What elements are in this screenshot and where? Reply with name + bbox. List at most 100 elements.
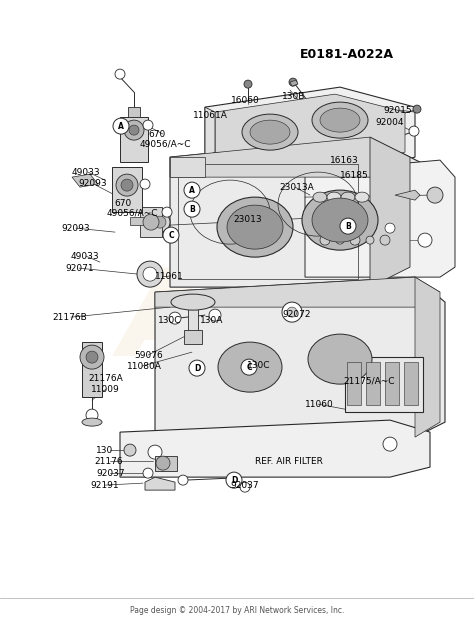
Polygon shape	[215, 94, 405, 170]
Circle shape	[350, 235, 360, 245]
Text: 92037: 92037	[96, 469, 125, 478]
Circle shape	[366, 236, 374, 244]
Polygon shape	[205, 87, 415, 177]
Circle shape	[413, 105, 421, 113]
Text: A: A	[118, 121, 124, 131]
Circle shape	[137, 261, 163, 287]
Text: D: D	[194, 363, 200, 373]
Circle shape	[162, 207, 172, 217]
Text: 49056/A~C: 49056/A~C	[107, 209, 158, 218]
Bar	[82, 342, 102, 397]
Circle shape	[124, 120, 144, 140]
Text: 11061A: 11061A	[193, 111, 228, 119]
Text: 49033: 49033	[72, 168, 100, 176]
Polygon shape	[120, 420, 430, 477]
Ellipse shape	[312, 102, 368, 138]
Text: 16185: 16185	[340, 171, 369, 180]
Circle shape	[209, 309, 221, 321]
Circle shape	[241, 359, 257, 375]
Text: C: C	[168, 231, 174, 240]
Circle shape	[80, 345, 104, 369]
Text: 130B: 130B	[282, 92, 305, 101]
Polygon shape	[205, 107, 215, 157]
Circle shape	[287, 307, 297, 317]
Circle shape	[340, 218, 356, 234]
Bar	[404, 362, 418, 405]
Circle shape	[163, 227, 179, 243]
Polygon shape	[170, 137, 410, 177]
Text: 21176: 21176	[94, 457, 123, 465]
Polygon shape	[395, 190, 420, 200]
Text: 16060: 16060	[231, 95, 260, 105]
Circle shape	[336, 236, 344, 244]
Circle shape	[178, 475, 188, 485]
Text: 130C: 130C	[158, 316, 182, 324]
Circle shape	[189, 360, 205, 376]
Circle shape	[150, 212, 170, 232]
Text: D: D	[231, 475, 237, 485]
Circle shape	[124, 444, 136, 456]
Text: 23013: 23013	[233, 215, 262, 223]
Text: 670: 670	[148, 129, 165, 139]
Circle shape	[289, 78, 297, 86]
Ellipse shape	[242, 114, 298, 150]
Text: 21176B: 21176B	[52, 313, 87, 322]
Bar	[184, 330, 202, 344]
Ellipse shape	[355, 192, 369, 202]
Circle shape	[240, 482, 250, 492]
Circle shape	[418, 233, 432, 247]
Text: A: A	[189, 186, 195, 194]
Circle shape	[148, 445, 162, 459]
Circle shape	[86, 409, 98, 421]
Text: 92191: 92191	[90, 480, 118, 490]
Text: 49056/A~C: 49056/A~C	[140, 140, 191, 149]
Circle shape	[282, 302, 302, 322]
Circle shape	[156, 456, 170, 470]
Text: ARI: ARI	[120, 264, 354, 381]
Polygon shape	[415, 277, 440, 437]
Text: 92093: 92093	[61, 223, 90, 233]
Text: 16163: 16163	[330, 155, 359, 165]
Circle shape	[115, 69, 125, 79]
Text: 92037: 92037	[230, 480, 259, 490]
Circle shape	[320, 235, 330, 245]
Bar	[155, 456, 177, 471]
Ellipse shape	[250, 120, 290, 144]
Circle shape	[427, 187, 443, 203]
Text: E0181-A022A: E0181-A022A	[300, 48, 394, 61]
Text: 130: 130	[96, 446, 113, 454]
Ellipse shape	[312, 198, 368, 242]
Text: B: B	[189, 205, 195, 214]
Bar	[112, 167, 142, 212]
Text: 92004: 92004	[375, 118, 403, 127]
Circle shape	[169, 312, 181, 324]
Text: 92015: 92015	[383, 106, 411, 115]
Circle shape	[113, 118, 129, 134]
Text: 21176A: 21176A	[88, 374, 123, 383]
Text: 130A: 130A	[200, 316, 223, 324]
Bar	[120, 117, 148, 162]
Circle shape	[143, 267, 157, 281]
Circle shape	[140, 179, 150, 189]
Circle shape	[409, 126, 419, 136]
Ellipse shape	[302, 190, 378, 250]
Ellipse shape	[218, 342, 282, 392]
Bar	[366, 362, 380, 405]
Ellipse shape	[171, 294, 215, 310]
Text: 92071: 92071	[65, 264, 94, 272]
Circle shape	[244, 80, 252, 88]
Ellipse shape	[313, 192, 327, 202]
Text: 11009: 11009	[91, 384, 120, 394]
Bar	[345, 357, 423, 412]
Bar	[385, 362, 399, 405]
Bar	[188, 302, 198, 332]
Text: 92093: 92093	[78, 179, 107, 188]
Ellipse shape	[82, 418, 102, 426]
Circle shape	[129, 125, 139, 135]
Polygon shape	[290, 80, 298, 86]
Ellipse shape	[327, 192, 341, 202]
Circle shape	[385, 223, 395, 233]
Ellipse shape	[227, 205, 283, 249]
Text: 11080A: 11080A	[127, 361, 162, 371]
Text: 11060: 11060	[305, 400, 334, 409]
